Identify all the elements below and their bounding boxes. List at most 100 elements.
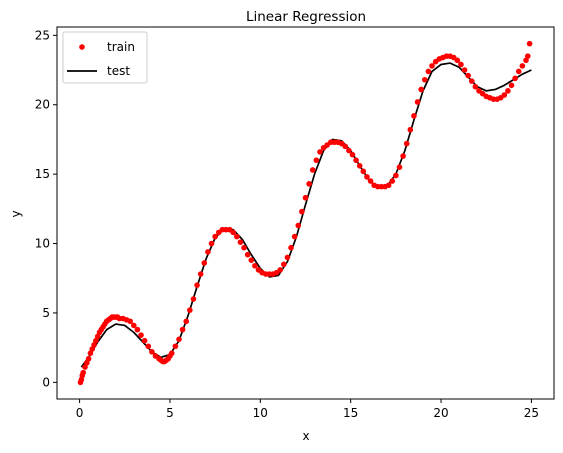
train-point bbox=[85, 355, 92, 362]
train-point bbox=[241, 244, 247, 251]
train-point bbox=[407, 126, 414, 133]
train-point bbox=[389, 178, 396, 184]
x-tick-label: 15 bbox=[343, 406, 358, 420]
train-point bbox=[400, 153, 406, 159]
train-point bbox=[131, 322, 137, 329]
train-point bbox=[172, 343, 179, 350]
train-point bbox=[526, 40, 533, 47]
train-point bbox=[288, 244, 294, 251]
train-point bbox=[205, 249, 211, 255]
train-point bbox=[313, 157, 320, 164]
train-point bbox=[197, 271, 204, 277]
train-point bbox=[149, 349, 155, 355]
train-point bbox=[230, 229, 237, 236]
y-axis: 0 5 10 15 20 25 bbox=[35, 28, 57, 389]
y-tick-label: 15 bbox=[35, 167, 50, 181]
train-series bbox=[77, 40, 533, 386]
train-point bbox=[396, 164, 403, 170]
test-series bbox=[80, 62, 532, 368]
plot-area bbox=[77, 40, 533, 386]
train-point bbox=[127, 318, 133, 325]
train-point bbox=[393, 172, 399, 179]
train-point bbox=[299, 208, 305, 215]
legend: train test bbox=[62, 31, 148, 84]
train-point bbox=[429, 63, 435, 69]
train-point bbox=[284, 254, 291, 261]
train-point bbox=[317, 149, 323, 155]
train-point bbox=[360, 168, 367, 175]
train-point bbox=[501, 92, 508, 98]
train-point bbox=[291, 233, 298, 240]
train-point bbox=[179, 326, 186, 333]
y-tick-label: 25 bbox=[35, 28, 50, 42]
train-point bbox=[403, 140, 410, 147]
y-tick-label: 20 bbox=[35, 98, 50, 112]
train-point bbox=[414, 99, 421, 105]
train-point bbox=[364, 174, 370, 180]
x-tick-label: 5 bbox=[166, 406, 174, 420]
train-point bbox=[385, 182, 392, 189]
train-point bbox=[342, 143, 349, 150]
train-point bbox=[141, 337, 148, 344]
legend-train-marker bbox=[79, 44, 85, 50]
train-point bbox=[194, 282, 200, 288]
train-point bbox=[418, 86, 424, 93]
test-line bbox=[80, 62, 532, 368]
chart-title: Linear Regression bbox=[246, 9, 366, 25]
train-point bbox=[78, 376, 85, 383]
train-point bbox=[458, 61, 464, 68]
x-axis: 0 5 10 15 20 25 bbox=[76, 399, 539, 420]
x-axis-label: x bbox=[302, 429, 309, 443]
train-point bbox=[302, 194, 309, 201]
train-point bbox=[515, 68, 522, 75]
train-point bbox=[454, 57, 461, 64]
train-point bbox=[176, 336, 182, 343]
train-point bbox=[281, 261, 287, 268]
y-axis-label: y bbox=[9, 210, 23, 217]
legend-test-label: test bbox=[107, 64, 130, 78]
train-point bbox=[367, 178, 374, 184]
train-point bbox=[411, 113, 417, 119]
train-point bbox=[465, 72, 471, 79]
train-point bbox=[201, 260, 208, 266]
train-point bbox=[237, 239, 244, 245]
train-point bbox=[234, 233, 240, 240]
train-point bbox=[244, 251, 251, 258]
train-point bbox=[134, 326, 141, 333]
train-point bbox=[80, 369, 87, 376]
y-tick-label: 5 bbox=[42, 306, 50, 320]
train-point bbox=[187, 307, 193, 313]
train-point bbox=[145, 343, 152, 350]
x-tick-label: 0 bbox=[76, 406, 84, 420]
train-point bbox=[277, 267, 284, 273]
train-point bbox=[295, 222, 302, 229]
train-point bbox=[183, 318, 190, 325]
train-point bbox=[468, 78, 475, 84]
train-point bbox=[252, 262, 258, 269]
train-point bbox=[138, 332, 144, 338]
train-point bbox=[505, 88, 511, 94]
x-tick-label: 10 bbox=[253, 406, 268, 420]
train-point bbox=[91, 342, 97, 348]
legend-train-label: train bbox=[107, 40, 135, 54]
train-point bbox=[524, 53, 531, 59]
train-point bbox=[190, 296, 197, 302]
train-point bbox=[309, 167, 316, 173]
x-tick-label: 20 bbox=[433, 406, 448, 420]
train-point bbox=[519, 63, 526, 69]
train-point bbox=[208, 240, 215, 247]
train-point bbox=[508, 82, 515, 89]
train-point bbox=[512, 75, 518, 82]
y-tick-label: 0 bbox=[42, 375, 50, 389]
train-point bbox=[248, 257, 255, 263]
x-tick-label: 25 bbox=[524, 406, 539, 420]
train-point bbox=[472, 83, 479, 90]
train-point bbox=[212, 233, 218, 240]
train-point bbox=[94, 333, 101, 340]
y-tick-label: 10 bbox=[35, 237, 50, 251]
train-point bbox=[356, 163, 363, 169]
train-point bbox=[461, 67, 468, 73]
train-point bbox=[306, 181, 312, 187]
train-point bbox=[346, 147, 352, 154]
